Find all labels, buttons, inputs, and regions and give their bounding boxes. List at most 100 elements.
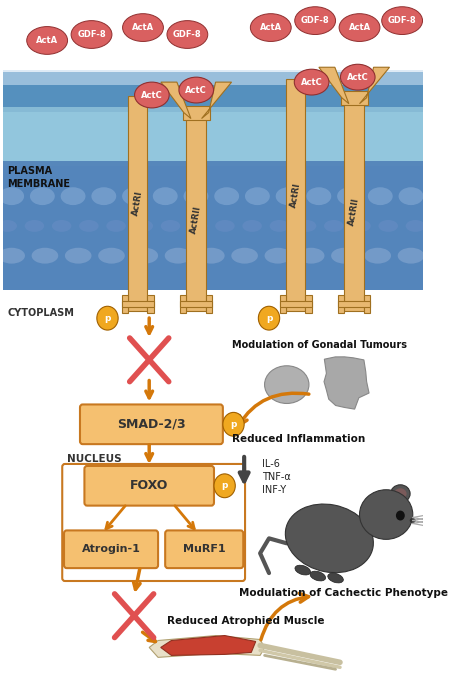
Ellipse shape [27, 26, 68, 54]
Text: ActA: ActA [260, 23, 282, 32]
FancyBboxPatch shape [128, 96, 147, 311]
Text: ActC: ActC [301, 77, 322, 87]
Ellipse shape [188, 220, 208, 232]
FancyBboxPatch shape [80, 405, 223, 444]
Circle shape [396, 511, 405, 521]
Ellipse shape [135, 82, 169, 108]
Text: GDF-8: GDF-8 [388, 16, 417, 25]
Ellipse shape [79, 220, 99, 232]
Ellipse shape [215, 220, 235, 232]
Bar [180, 301, 212, 307]
Polygon shape [149, 635, 264, 658]
Text: GDF-8: GDF-8 [173, 30, 201, 39]
Ellipse shape [0, 220, 17, 232]
Ellipse shape [285, 504, 374, 573]
Text: PLASMA
MEMBRANE: PLASMA MEMBRANE [7, 166, 70, 189]
Text: ActRI: ActRI [289, 182, 302, 208]
Bar [305, 296, 311, 313]
Text: ActC: ActC [347, 73, 369, 81]
Bar [338, 296, 345, 313]
Text: ActC: ActC [141, 91, 163, 100]
Polygon shape [161, 635, 255, 656]
Ellipse shape [61, 187, 85, 205]
Ellipse shape [0, 187, 24, 205]
FancyBboxPatch shape [84, 466, 214, 506]
Ellipse shape [378, 220, 398, 232]
Polygon shape [201, 82, 232, 119]
Ellipse shape [264, 247, 291, 264]
Ellipse shape [52, 220, 72, 232]
FancyBboxPatch shape [165, 530, 243, 568]
Bar [3, 72, 423, 290]
Ellipse shape [331, 247, 358, 264]
Ellipse shape [398, 247, 424, 264]
Text: NUCLEUS: NUCLEUS [67, 454, 121, 464]
Circle shape [258, 306, 280, 330]
Ellipse shape [25, 220, 44, 232]
Bar [3, 107, 423, 166]
Ellipse shape [339, 14, 380, 41]
Bar [122, 296, 128, 313]
Ellipse shape [179, 77, 214, 103]
Polygon shape [319, 67, 349, 104]
Text: CYTOPLASM: CYTOPLASM [7, 308, 74, 318]
Ellipse shape [123, 14, 164, 41]
Ellipse shape [161, 220, 180, 232]
Bar [206, 296, 212, 313]
Text: p: p [104, 314, 111, 323]
Ellipse shape [328, 573, 343, 583]
Ellipse shape [368, 187, 392, 205]
Text: p: p [266, 314, 272, 323]
Ellipse shape [298, 247, 325, 264]
Text: p: p [221, 481, 228, 490]
Text: Modulation of Cachectic Phenotype: Modulation of Cachectic Phenotype [239, 588, 448, 598]
Text: Reduced Atrophied Muscle: Reduced Atrophied Muscle [167, 616, 325, 626]
Text: FOXO: FOXO [130, 479, 168, 492]
Ellipse shape [167, 20, 208, 48]
FancyBboxPatch shape [341, 91, 367, 104]
Ellipse shape [153, 187, 178, 205]
FancyBboxPatch shape [64, 530, 158, 568]
Text: ActA: ActA [36, 36, 58, 45]
Ellipse shape [410, 518, 416, 523]
Ellipse shape [30, 187, 55, 205]
Ellipse shape [134, 220, 153, 232]
Bar [280, 296, 286, 313]
Ellipse shape [231, 247, 258, 264]
Ellipse shape [337, 187, 362, 205]
Ellipse shape [297, 220, 316, 232]
Text: Reduced Inflammation: Reduced Inflammation [232, 434, 365, 444]
FancyBboxPatch shape [183, 106, 210, 119]
Ellipse shape [382, 7, 422, 35]
Circle shape [214, 474, 235, 498]
Text: ActA: ActA [348, 23, 371, 32]
Text: INF-Y: INF-Y [262, 485, 286, 495]
Text: p: p [230, 420, 237, 428]
Polygon shape [324, 357, 369, 409]
Text: TNF-α: TNF-α [262, 472, 291, 482]
Ellipse shape [365, 247, 391, 264]
Ellipse shape [122, 187, 147, 205]
Ellipse shape [406, 220, 425, 232]
Ellipse shape [32, 247, 58, 264]
FancyBboxPatch shape [286, 79, 305, 311]
Bar [280, 301, 311, 307]
Bar [3, 71, 423, 85]
Circle shape [97, 306, 118, 330]
Text: MuRF1: MuRF1 [183, 544, 226, 554]
Ellipse shape [351, 220, 371, 232]
Ellipse shape [359, 490, 413, 539]
Ellipse shape [183, 187, 209, 205]
Ellipse shape [242, 220, 262, 232]
Ellipse shape [0, 247, 25, 264]
Text: ActRII: ActRII [190, 205, 203, 234]
Text: ActRII: ActRII [347, 197, 361, 226]
Ellipse shape [276, 187, 301, 205]
Ellipse shape [295, 565, 310, 575]
Ellipse shape [198, 247, 225, 264]
Ellipse shape [106, 220, 126, 232]
Bar [3, 161, 423, 290]
Ellipse shape [65, 247, 91, 264]
Ellipse shape [165, 247, 191, 264]
Ellipse shape [245, 187, 270, 205]
